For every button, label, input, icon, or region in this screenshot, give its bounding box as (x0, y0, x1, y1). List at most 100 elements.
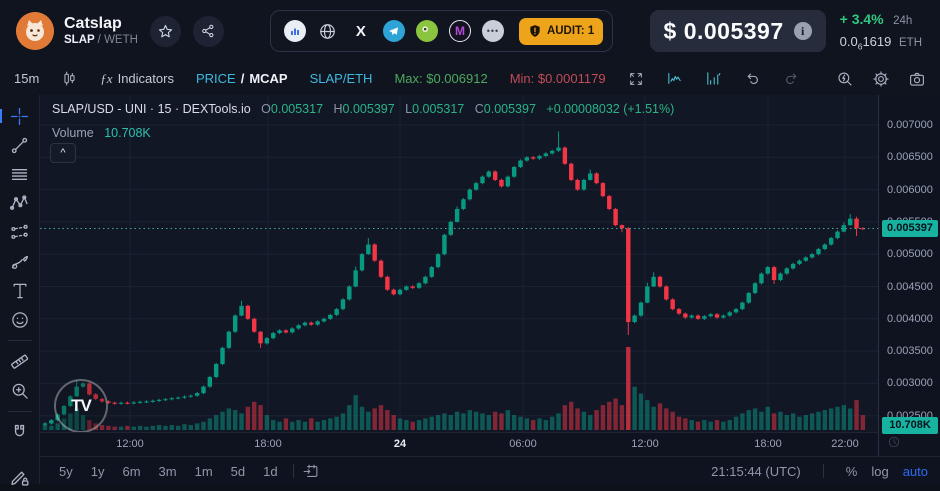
pencil-lock-icon (11, 471, 29, 486)
telegram-icon[interactable] (382, 20, 405, 42)
share-icon (202, 24, 214, 38)
price-axis-label: 0.005000 (887, 248, 933, 261)
timeframe-button[interactable]: 15m (14, 71, 40, 86)
open-label: O (261, 102, 271, 116)
change-period: 24h (893, 15, 913, 28)
redo-icon (785, 73, 796, 84)
forecast-tool[interactable] (5, 219, 35, 246)
undo-button[interactable] (744, 70, 761, 87)
time-axis[interactable]: 12:00 18:00 24 06:00 12:00 18:00 22:00 (40, 432, 878, 457)
mcap-option: MCAP (249, 71, 288, 86)
brush-icon (11, 256, 29, 269)
settings-button[interactable] (872, 70, 890, 88)
text-tool[interactable] (5, 277, 35, 304)
quick-search-button[interactable] (836, 70, 854, 88)
zoom-in-tool[interactable] (5, 377, 35, 404)
emoji-tool[interactable] (5, 306, 35, 333)
pair-currency-toggle[interactable]: SLAP/ETH (309, 71, 373, 86)
go-to-date-button[interactable] (302, 463, 319, 480)
trend-line-tool[interactable] (5, 132, 35, 159)
auto-scale-button[interactable]: auto (902, 463, 928, 479)
more-links-icon[interactable]: ••• (481, 20, 504, 42)
range-5y[interactable]: 5y (52, 462, 80, 481)
flash-search-icon (838, 71, 852, 86)
magnet-tool[interactable] (5, 419, 35, 446)
calendar-arrow-icon (303, 464, 317, 477)
price-axis-label: 0.004000 (887, 312, 933, 325)
candles-chart-icon (667, 73, 681, 84)
info-icon[interactable]: i (793, 22, 812, 40)
price-option: PRICE (195, 71, 236, 86)
token-name: Catslap (64, 15, 122, 33)
website-icon[interactable] (317, 20, 339, 42)
trend-line-icon (11, 137, 28, 154)
globe-icon (320, 23, 336, 39)
price-axis[interactable]: 0.0070000.0065000.0060000.0055000.005000… (878, 95, 940, 456)
clock-utc[interactable]: 21:15:44 (UTC) (711, 463, 801, 479)
collapse-indicator-button[interactable]: ^ (50, 143, 76, 163)
candles-view-button[interactable] (666, 70, 683, 87)
time-axis-label: 18:00 (254, 438, 282, 450)
dextscore-icon[interactable] (283, 20, 306, 42)
price-mcap-toggle[interactable]: PRICE / MCAP (196, 71, 288, 86)
token-avatar[interactable] (16, 12, 54, 50)
chart-style-button[interactable] (61, 70, 78, 87)
x-twitter-icon[interactable]: X (350, 20, 372, 42)
range-5d[interactable]: 5d (224, 462, 252, 481)
volume-profile-button[interactable] (705, 70, 722, 87)
projection-icon (11, 224, 28, 239)
pair-quote: WETH (104, 33, 138, 46)
token-pair: SLAP / WETH (64, 34, 138, 47)
indicators-button[interactable]: ƒx Indicators (100, 71, 174, 87)
range-1d[interactable]: 1d (256, 462, 284, 481)
time-axis-label: 18:00 (754, 438, 782, 450)
candle-change: +0.00008032 (+1.51%) (546, 102, 675, 116)
volume-value: 10.708K (104, 126, 151, 140)
eth-price: 0.061619 ETH (840, 32, 922, 53)
price-axis-label: 0.006500 (887, 151, 933, 164)
chart-legend: SLAP/USD - UNI · 15 · DEXTools.io O0.005… (52, 102, 674, 116)
measure-tool[interactable] (5, 348, 35, 375)
range-1m[interactable]: 1m (188, 462, 220, 481)
fullscreen-button[interactable] (628, 71, 644, 87)
xabcd-pattern-tool[interactable] (5, 190, 35, 217)
favorite-button[interactable] (149, 15, 181, 47)
gear-icon (873, 70, 889, 87)
tradingview-watermark[interactable]: TV (54, 379, 108, 433)
rail-divider (7, 411, 32, 412)
share-button[interactable] (192, 15, 224, 47)
price-change-block: + 3.4% 24h 0.061619 ETH (840, 8, 922, 53)
redo-button[interactable] (783, 70, 800, 87)
coingecko-icon[interactable] (415, 20, 438, 42)
score-bars-icon (290, 28, 299, 35)
audit-badge[interactable]: AUDIT: 1 (518, 17, 604, 45)
max-price-label: Max: $0.006912 (394, 71, 488, 86)
percent-scale-button[interactable]: % (845, 463, 858, 479)
smiley-icon (11, 311, 28, 328)
range-6m[interactable]: 6m (115, 462, 147, 481)
legend-title: SLAP/USD - UNI · 15 · DEXTools.io (52, 102, 251, 116)
cmc-icon[interactable]: M (448, 20, 471, 42)
drawing-lock-tool[interactable] (5, 464, 35, 491)
min-price-label: Min: $0.0001179 (509, 71, 606, 86)
toolbar-right-icons (836, 70, 926, 88)
pattern-icon (10, 195, 28, 210)
price-axis-label: 0.007000 (887, 119, 933, 131)
range-3m[interactable]: 3m (152, 462, 184, 481)
price-axis-label: 0.004500 (887, 280, 933, 293)
candlestick-chart[interactable] (40, 95, 878, 432)
gecko-icon (417, 21, 437, 41)
cat-logo-icon (16, 12, 54, 50)
snapshot-button[interactable] (908, 70, 926, 88)
range-1y[interactable]: 1y (84, 462, 112, 481)
crosshair-tool[interactable] (0, 103, 35, 130)
log-scale-button[interactable]: log (871, 463, 889, 479)
volume-label: Volume (52, 126, 94, 140)
fib-lines-tool[interactable] (5, 161, 35, 188)
axis-settings-icon[interactable] (887, 435, 901, 449)
star-icon (158, 24, 172, 37)
camera-icon (910, 72, 924, 86)
divider (822, 464, 824, 478)
brush-tool[interactable] (5, 248, 35, 275)
indicators-label: Indicators (117, 71, 174, 86)
